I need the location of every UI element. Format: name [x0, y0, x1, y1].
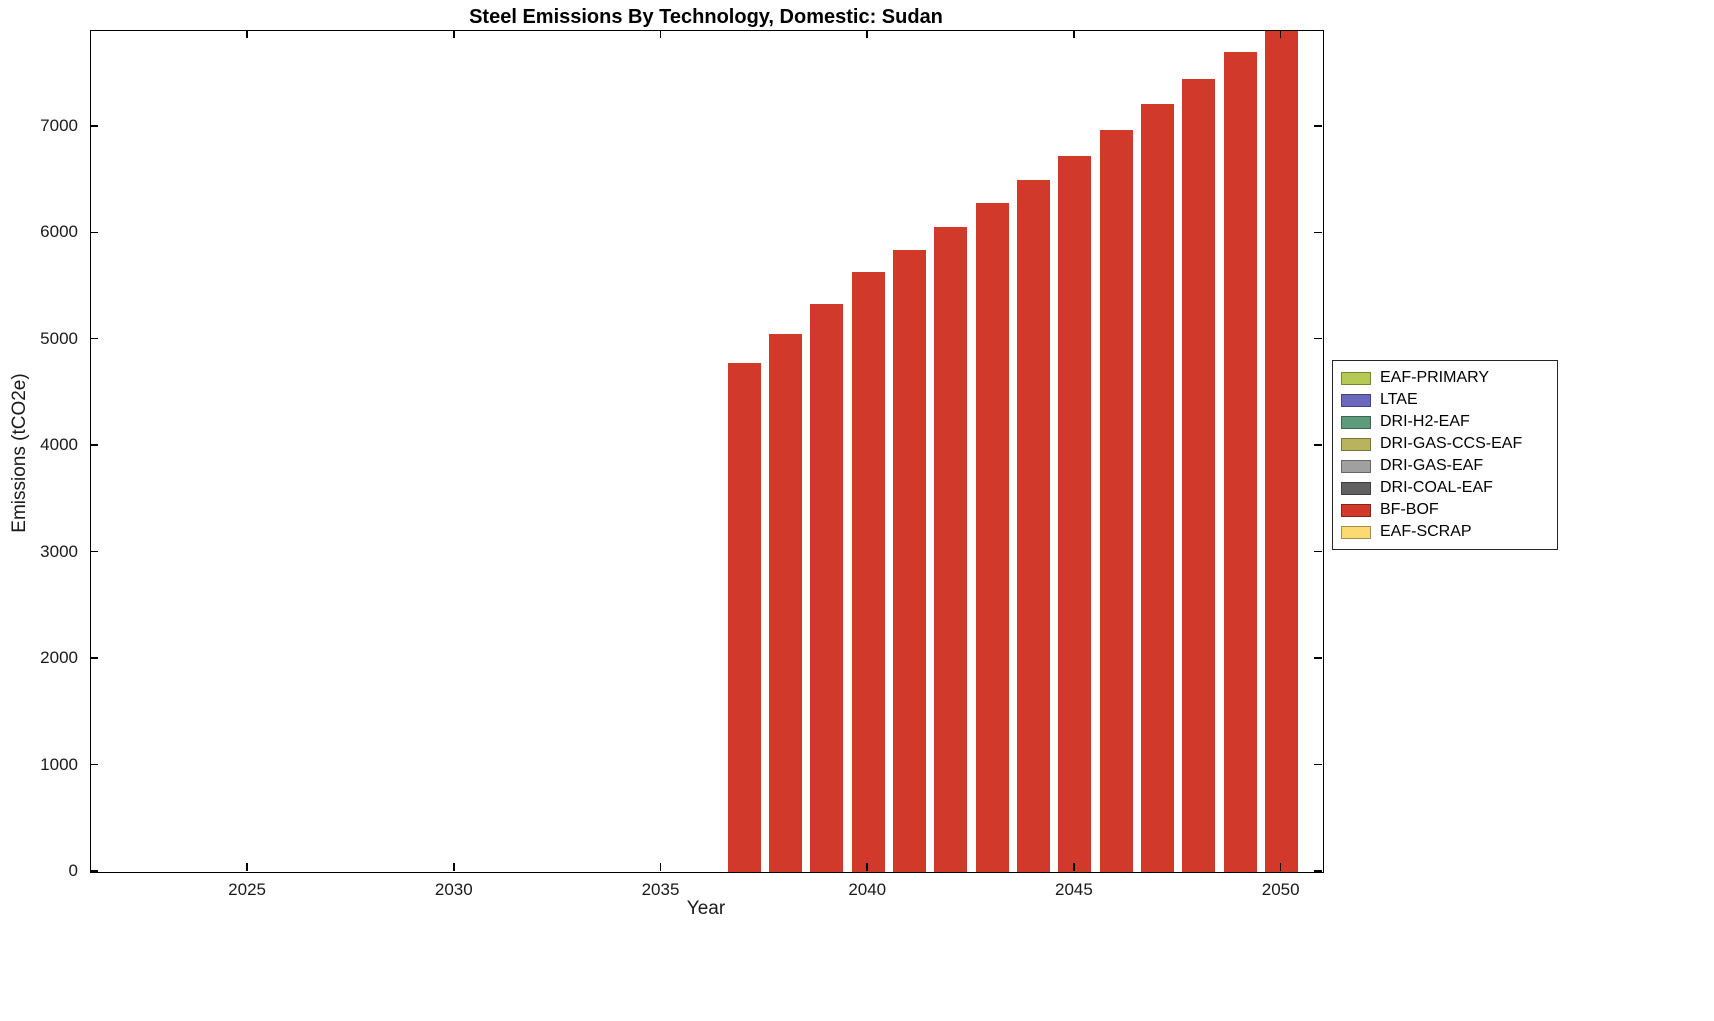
chart-title: Steel Emissions By Technology, Domestic:… — [469, 6, 943, 28]
tick-mark — [453, 863, 455, 871]
tick-mark — [659, 30, 662, 38]
tick-mark — [1314, 550, 1322, 553]
legend-label: BF-BOF — [1380, 501, 1439, 518]
tick-mark — [90, 125, 98, 127]
x-tick-label: 2040 — [848, 880, 887, 899]
tick-mark — [1314, 125, 1322, 127]
tick-mark — [866, 863, 868, 871]
legend-label: EAF-PRIMARY — [1380, 369, 1490, 386]
legend-swatch-icon — [1341, 371, 1371, 385]
bar-bf-bof-2044 — [1017, 180, 1051, 872]
legend-item-ltae: LTAE — [1341, 389, 1549, 411]
bar-bf-bof-2045 — [1058, 155, 1092, 872]
plot-area — [90, 30, 1324, 873]
y-tick-label: 6000 — [40, 222, 78, 242]
tick-mark — [246, 863, 248, 871]
tick-mark — [1314, 763, 1322, 766]
tick-mark — [90, 763, 98, 766]
legend-swatch-icon — [1341, 393, 1371, 407]
tick-mark — [453, 30, 455, 38]
x-tick-label: 2045 — [1055, 880, 1093, 899]
legend-item-dri-gas-ccs-eaf: DRI-GAS-CCS-EAF — [1341, 433, 1549, 455]
bar-bf-bof-2038 — [769, 334, 803, 872]
legend-swatch-icon — [1341, 415, 1371, 429]
bar-bf-bof-2042 — [934, 226, 968, 872]
x-tick-label: 2025 — [228, 880, 267, 899]
y-tick-label: 0 — [68, 861, 78, 880]
y-tick-label: 7000 — [40, 115, 78, 135]
tick-mark — [1314, 870, 1322, 872]
legend-swatch-icon — [1341, 437, 1371, 451]
legend-item-eaf-scrap: EAF-SCRAP — [1341, 521, 1549, 543]
y-tick-label: 3000 — [40, 541, 78, 561]
legend-swatch-icon — [1341, 525, 1371, 539]
legend-item-bf-bof: BF-BOF — [1341, 499, 1549, 521]
legend-label: DRI-GAS-EAF — [1380, 457, 1484, 474]
y-tick-label: 1000 — [40, 754, 78, 774]
tick-mark — [90, 231, 98, 234]
legend-item-eaf-primary: EAF-PRIMARY — [1341, 367, 1549, 389]
legend-label: DRI-GAS-CCS-EAF — [1380, 435, 1523, 452]
y-tick-label: 5000 — [40, 328, 78, 348]
bar-bf-bof-2039 — [810, 303, 844, 872]
tick-mark — [90, 870, 98, 872]
tick-mark — [1314, 337, 1322, 340]
tick-mark — [1314, 231, 1322, 234]
legend-item-dri-gas-eaf: DRI-GAS-EAF — [1341, 455, 1549, 477]
tick-mark — [90, 337, 98, 340]
tick-mark — [90, 444, 98, 446]
tick-mark — [866, 30, 868, 38]
tick-mark — [1279, 863, 1282, 871]
tick-mark — [90, 657, 98, 659]
bar-bf-bof-2049 — [1223, 52, 1257, 872]
tick-mark — [246, 30, 248, 38]
y-tick-label: 2000 — [40, 648, 78, 668]
tick-mark — [1279, 30, 1282, 38]
tick-mark — [659, 863, 662, 871]
bar-bf-bof-2041 — [893, 250, 927, 872]
tick-mark — [1314, 444, 1322, 446]
x-tick-label: 2050 — [1261, 880, 1300, 899]
bar-bf-bof-2043 — [975, 203, 1009, 872]
legend-label: DRI-H2-EAF — [1380, 413, 1470, 430]
legend-label: EAF-SCRAP — [1380, 523, 1472, 540]
tick-mark — [1073, 30, 1075, 38]
tick-mark — [90, 550, 98, 553]
bar-bf-bof-2037 — [727, 363, 761, 872]
bar-bf-bof-2040 — [851, 271, 885, 872]
tick-mark — [1073, 863, 1075, 871]
bar-bf-bof-2047 — [1141, 104, 1175, 872]
bar-bf-bof-2048 — [1182, 78, 1216, 872]
legend-item-dri-h2-eaf: DRI-H2-EAF — [1341, 411, 1549, 433]
legend: EAF-PRIMARY LTAE DRI-H2-EAF DRI-GAS-CCS-EAF… — [1332, 360, 1558, 550]
legend-swatch-icon — [1341, 459, 1371, 473]
legend-label: DRI-COAL-EAF — [1380, 479, 1493, 496]
bar-bf-bof-2046 — [1099, 130, 1133, 872]
x-axis-label: Year — [686, 898, 726, 919]
x-tick-label: 2030 — [434, 880, 473, 899]
legend-label: LTAE — [1380, 391, 1418, 408]
x-tick-label: 2035 — [641, 880, 680, 899]
legend-swatch-icon — [1341, 481, 1371, 495]
y-tick-label: 4000 — [40, 435, 78, 455]
legend-item-dri-coal-eaf: DRI-COAL-EAF — [1341, 477, 1549, 499]
bar-bf-bof-2050 — [1265, 31, 1299, 872]
legend-swatch-icon — [1341, 503, 1371, 517]
tick-mark — [1314, 657, 1322, 659]
